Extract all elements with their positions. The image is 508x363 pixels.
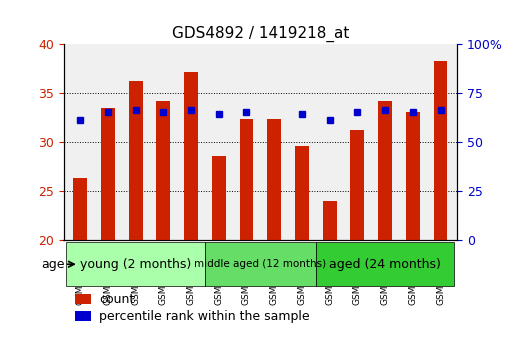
Bar	[240, 119, 253, 240]
Bar	[434, 61, 448, 240]
Bar	[295, 146, 309, 240]
Bar	[73, 178, 87, 240]
Bar	[184, 72, 198, 240]
Text: middle aged (12 months): middle aged (12 months)	[194, 259, 327, 269]
Bar	[156, 101, 170, 240]
Bar	[406, 112, 420, 240]
Bar	[267, 119, 281, 240]
Text: count: count	[99, 293, 134, 306]
FancyBboxPatch shape	[205, 242, 316, 286]
Bar	[351, 130, 364, 240]
Bar	[212, 156, 226, 240]
Bar	[101, 108, 115, 240]
Text: age: age	[41, 258, 65, 271]
Text: aged (24 months): aged (24 months)	[329, 258, 441, 271]
Text: percentile rank within the sample: percentile rank within the sample	[99, 310, 309, 323]
Bar	[378, 101, 392, 240]
FancyBboxPatch shape	[66, 242, 205, 286]
Text: young (2 months): young (2 months)	[80, 258, 191, 271]
Bar	[75, 294, 91, 304]
Bar	[323, 201, 337, 240]
FancyBboxPatch shape	[316, 242, 455, 286]
Bar	[129, 81, 143, 240]
Title: GDS4892 / 1419218_at: GDS4892 / 1419218_at	[172, 26, 349, 42]
Bar	[75, 311, 91, 321]
